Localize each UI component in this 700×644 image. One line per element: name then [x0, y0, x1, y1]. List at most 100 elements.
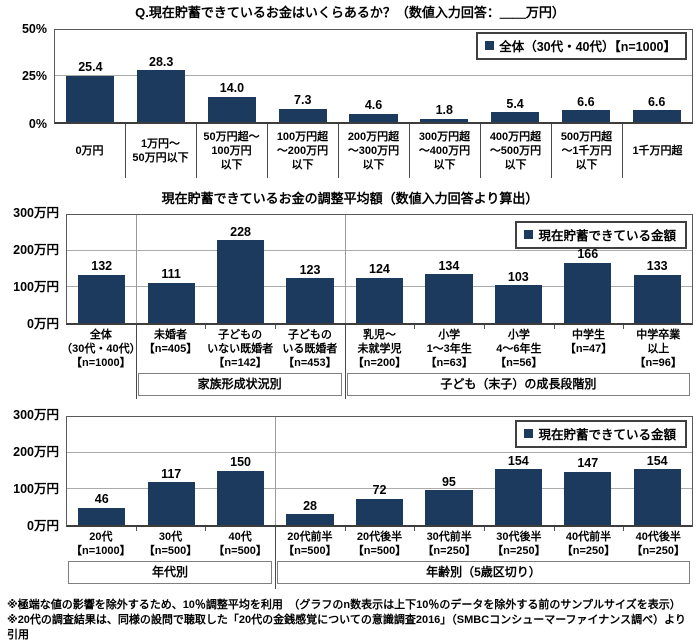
- legend: 現在貯蓄できている金額: [515, 419, 687, 448]
- bar: [286, 278, 334, 323]
- label-divider-line: [621, 124, 623, 179]
- y-tick-label: 100万円: [13, 280, 59, 295]
- bar-column: 28.3: [126, 30, 197, 123]
- chart-title: 現在貯蓄できているお金の調整平均額（数値入力回答より算出）: [161, 191, 539, 207]
- bar-column: 150: [206, 417, 275, 525]
- bar-value-label: 14.0: [219, 81, 245, 95]
- axis-tick: [623, 526, 625, 531]
- bar-value-label: 46: [94, 492, 109, 507]
- group-label-box: 子ども（末子）の成長段階別: [346, 372, 690, 396]
- bar: [147, 482, 195, 525]
- x-category-label: 500万円超 ～1千万円 以下: [560, 130, 613, 172]
- chart-adjusted-average-by-family: 現在貯蓄できているお金の調整平均額（数値入力回答より算出） 0万円 100万円 20…: [0, 178, 700, 399]
- y-axis: 0万円 100万円 200万円 300万円: [0, 207, 66, 330]
- bar-value-label: 28: [303, 498, 317, 513]
- footnote-line: ※20代の調査結果は、同様の設問で聴取した「20代の金銭感覚についての意識調査2…: [7, 613, 686, 642]
- bar: [207, 96, 257, 123]
- chart-body: 0% 25% 50% 全体（30代・40代）【n=1000】 25.4 28.3 14.…: [0, 23, 700, 179]
- label-divider-line: [195, 124, 197, 179]
- bar-column: 6.6: [621, 30, 692, 123]
- bar-column: 166: [553, 215, 622, 323]
- legend-marker-icon: [524, 229, 534, 239]
- group-label-box: 家族形成状況別: [137, 372, 342, 396]
- bar: [494, 285, 542, 323]
- label-divider-line: [124, 124, 126, 179]
- label-divider-line: [267, 124, 268, 179]
- x-category-label: 200万円超 ～300万円 以下: [347, 130, 400, 172]
- bar-column: 123: [275, 215, 344, 323]
- bar-column: 228: [206, 215, 275, 323]
- bar: [78, 274, 126, 323]
- bar-column: 134: [414, 215, 483, 323]
- footnotes: ※極端な値の影響を除外するため、10％調整平均を利用 （グラフのn数表示は上下1…: [7, 598, 694, 644]
- plot-area: 全体（30代・40代）【n=1000】 25.4 28.3 14.0 7.3 4.6 1.…: [54, 29, 693, 125]
- label-divider-line: [551, 124, 552, 179]
- x-category-label: 30代後半 【n=250】: [492, 530, 546, 557]
- bar-column: 154: [623, 417, 692, 525]
- y-tick-label: 300万円: [13, 408, 59, 422]
- gridline: [67, 487, 692, 489]
- group-divider-line: [275, 416, 277, 525]
- bar-column: 7.3: [267, 30, 338, 123]
- plot-area: 現在貯蓄できている金額 46 117 150 28 72 95 154 147 154: [66, 415, 693, 527]
- x-category-label: 中学生 【n=47】: [564, 328, 613, 355]
- y-tick-label: 200万円: [13, 445, 59, 460]
- y-tick-label: 100万円: [13, 482, 59, 497]
- y-tick-label: 0%: [28, 116, 47, 131]
- legend-marker-icon: [524, 428, 534, 438]
- axis-tick: [623, 324, 625, 329]
- legend-label: 現在貯蓄できている金額: [538, 228, 676, 243]
- x-category-label: 300万円超 ～400万円 以下: [418, 130, 471, 172]
- chart-body: 0万円 100万円 200万円 300万円 現在貯蓄できている金額 132 111 228…: [0, 207, 700, 399]
- bar-value-label: 25.4: [78, 60, 103, 75]
- group-divider-line: [344, 214, 346, 323]
- bar: [216, 470, 265, 525]
- x-category-label: 中学卒業 以上 【n=96】: [634, 328, 682, 370]
- bar-value-label: 28.3: [149, 54, 174, 69]
- bar: [633, 274, 681, 323]
- x-axis-labels: 全体 （30代・40代） 【n=1000】 未婚者 【n=405】 子どもの いない既婚者【…: [61, 324, 693, 399]
- x-category-label: 20代前半 【n=500】: [283, 530, 337, 557]
- bar: [561, 110, 610, 123]
- x-category-label: 小学 1～3年生 【n=63】: [425, 328, 473, 370]
- bar: [564, 471, 612, 525]
- bar-value-label: 124: [369, 262, 390, 277]
- bar-column: 95: [414, 417, 483, 525]
- bar: [355, 498, 404, 525]
- x-category-label: 0万円: [75, 145, 104, 158]
- bar-column: 72: [345, 417, 414, 525]
- bar-value-label: 134: [438, 258, 460, 273]
- bar-column: 147: [553, 417, 622, 525]
- x-category-label: 100万円超 ～200万円 以下: [276, 130, 329, 172]
- x-category-label: 20代後半 【n=500】: [352, 530, 407, 557]
- axis-tick: [414, 526, 416, 531]
- x-category-label: 1万円～ 50万円以下: [132, 137, 189, 165]
- x-label-row: 0万円 1万円～ 50万円以下 50万円超～ 100万円 以下 100万円超 ～200万円 以下…: [54, 124, 693, 178]
- bar-column: 133: [623, 215, 692, 323]
- bar: [349, 113, 398, 123]
- bar-value-label: 111: [161, 267, 181, 282]
- axis-tick: [275, 324, 276, 329]
- plot-area: 現在貯蓄できている金額 132 111 228 123 124 134 103 166 133: [66, 213, 693, 325]
- bar-value-label: 117: [161, 466, 182, 481]
- gridline: [55, 75, 692, 77]
- bar-value-label: 133: [646, 259, 668, 274]
- bar-column: 4.6: [338, 30, 409, 123]
- bar-value-label: 7.3: [294, 93, 312, 108]
- x-category-label: 400万円超 ～500万円 以下: [489, 130, 542, 172]
- bar: [286, 514, 334, 525]
- plot-wrap: 全体（30代・40代）【n=1000】 25.4 28.3 14.0 7.3 4.6 1.…: [54, 29, 693, 179]
- bar-value-label: 103: [507, 269, 529, 284]
- bar: [78, 507, 126, 525]
- chart-adjusted-average-by-age: 0万円 100万円 200万円 300万円 現在貯蓄できている金額 46 117 150 2…: [0, 399, 700, 589]
- x-category-label: 子どもの いない既婚者 【n=142】: [207, 328, 274, 370]
- axis-tick: [484, 324, 485, 329]
- legend-label: 現在貯蓄できている金額: [538, 427, 676, 442]
- y-tick-label: 50%: [21, 21, 47, 36]
- axis-tick: [344, 526, 346, 531]
- bar-value-label: 6.6: [577, 94, 595, 109]
- bar-value-label: 95: [441, 474, 456, 489]
- axis-tick: [553, 324, 555, 329]
- bar-value-label: 72: [372, 483, 387, 498]
- bar: [420, 118, 469, 123]
